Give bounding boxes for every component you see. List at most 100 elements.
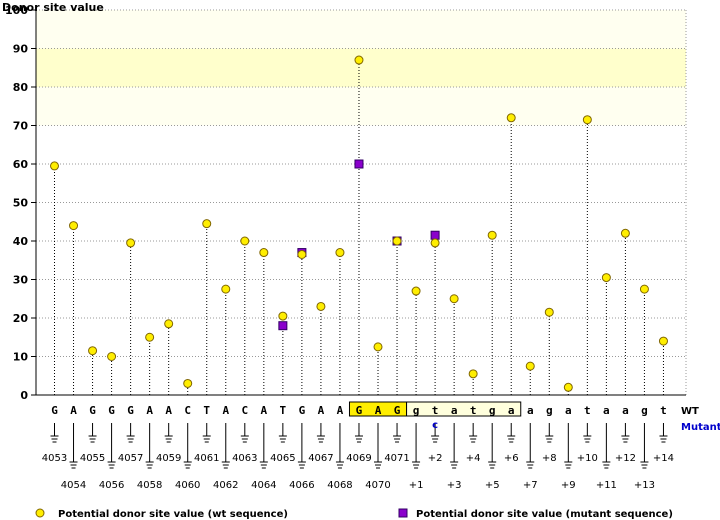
highlight-band-1 <box>36 10 686 49</box>
y-tick-label-100: 100 <box>5 4 28 17</box>
position-label-4: 4057 <box>118 453 143 464</box>
wt-point-8 <box>202 219 212 229</box>
legend: Potential donor site value (wt sequence)… <box>35 508 673 520</box>
position-label-6: 4059 <box>156 453 181 464</box>
base-label-31: g <box>641 404 648 417</box>
wt-point-22 <box>468 369 478 379</box>
position-label-10: 4063 <box>232 453 257 464</box>
wt-point-9 <box>221 284 231 294</box>
y-tick-label-90: 90 <box>13 43 29 56</box>
wt-point-21 <box>449 294 459 304</box>
position-label-29: +11 <box>596 480 617 491</box>
position-label-2: 4055 <box>80 453 105 464</box>
base-label-24: a <box>508 404 515 417</box>
base-label-2: G <box>89 404 96 417</box>
wt-point-2 <box>88 346 98 356</box>
mutant-row-label: Mutant <box>681 422 720 433</box>
base-label-12: T <box>280 404 287 417</box>
position-label-1: 4054 <box>61 480 86 491</box>
wt-point-18 <box>392 236 402 246</box>
position-label-26: +8 <box>542 453 557 464</box>
position-label-9: 4062 <box>213 480 238 491</box>
position-label-19: +1 <box>409 480 424 491</box>
position-label-24: +6 <box>504 453 519 464</box>
wt-point-0 <box>50 161 59 171</box>
legend-wt-label: Potential donor site value (wt sequence) <box>58 509 288 520</box>
wt-point-11 <box>259 248 269 258</box>
base-label-4: G <box>127 404 134 417</box>
wt-point-1 <box>69 221 79 231</box>
base-label-1: A <box>70 404 77 417</box>
base-label-5: A <box>146 404 153 417</box>
base-label-15: A <box>337 404 344 417</box>
position-label-20: +2 <box>428 453 443 464</box>
wt-point-26 <box>544 307 554 317</box>
position-label-11: 4064 <box>251 480 276 491</box>
intron-highlight-box <box>406 401 522 417</box>
base-label-25: a <box>527 404 534 417</box>
base-label-21: a <box>451 404 458 417</box>
y-tick-label-50: 50 <box>13 197 29 210</box>
y-tick-label-80: 80 <box>13 81 29 94</box>
base-label-17: A <box>375 404 382 417</box>
wt-point-25 <box>525 361 535 371</box>
base-label-30: a <box>622 404 629 417</box>
position-label-14: 4067 <box>308 453 333 464</box>
wt-point-5 <box>145 332 155 342</box>
wt-point-23 <box>487 230 497 240</box>
position-label-18: 4071 <box>384 453 409 464</box>
position-label-16: 4069 <box>346 453 371 464</box>
wt-point-4 <box>126 238 136 248</box>
base-label-32: t <box>660 404 667 417</box>
base-label-16: G <box>356 404 363 417</box>
base-label-8: T <box>203 404 210 417</box>
wt-point-20 <box>430 238 440 248</box>
base-label-9: A <box>222 404 229 417</box>
wt-point-7 <box>183 378 193 388</box>
mutant-base-label: c <box>432 420 438 431</box>
wt-point-19 <box>411 286 421 296</box>
base-label-19: g <box>413 404 420 417</box>
base-label-10: C <box>241 404 248 417</box>
position-label-13: 4066 <box>289 480 314 491</box>
wt-point-27 <box>563 382 573 392</box>
base-label-29: a <box>603 404 610 417</box>
position-label-15: 4068 <box>327 480 352 491</box>
highlight-band-2 <box>36 87 686 126</box>
position-label-0: 4053 <box>42 453 67 464</box>
y-tick-label-60: 60 <box>13 158 29 171</box>
base-label-11: A <box>261 404 268 417</box>
position-label-22: +4 <box>466 453 481 464</box>
position-label-8: 4061 <box>194 453 219 464</box>
legend-mutant-label: Potential donor site value (mutant seque… <box>416 509 673 520</box>
wt-point-13 <box>297 249 307 259</box>
y-tick-label-20: 20 <box>13 312 29 325</box>
wt-point-10 <box>240 236 250 246</box>
base-label-18: G <box>394 404 401 417</box>
wt-point-32 <box>658 336 668 346</box>
wt-point-15 <box>335 248 345 258</box>
position-label-21: +3 <box>447 480 462 491</box>
position-label-28: +10 <box>577 453 598 464</box>
wt-point-12 <box>278 311 288 321</box>
wt-point-16 <box>354 55 364 65</box>
y-tick-label-40: 40 <box>13 235 29 248</box>
wt-point-17 <box>373 342 383 352</box>
base-label-3: G <box>108 404 115 417</box>
base-label-14: A <box>318 404 325 417</box>
wt-point-28 <box>582 115 592 125</box>
y-tick-label-30: 30 <box>13 274 29 287</box>
wt-point-29 <box>601 273 611 283</box>
wt-point-6 <box>164 319 174 329</box>
position-label-25: +7 <box>523 480 538 491</box>
base-label-20: t <box>432 404 439 417</box>
position-label-5: 4058 <box>137 480 162 491</box>
base-label-22: t <box>470 404 477 417</box>
base-label-13: G <box>299 404 306 417</box>
y-tick-label-10: 10 <box>13 351 29 364</box>
position-label-32: +14 <box>653 453 674 464</box>
wt-row-label: WT <box>681 406 699 417</box>
position-label-30: +12 <box>615 453 636 464</box>
